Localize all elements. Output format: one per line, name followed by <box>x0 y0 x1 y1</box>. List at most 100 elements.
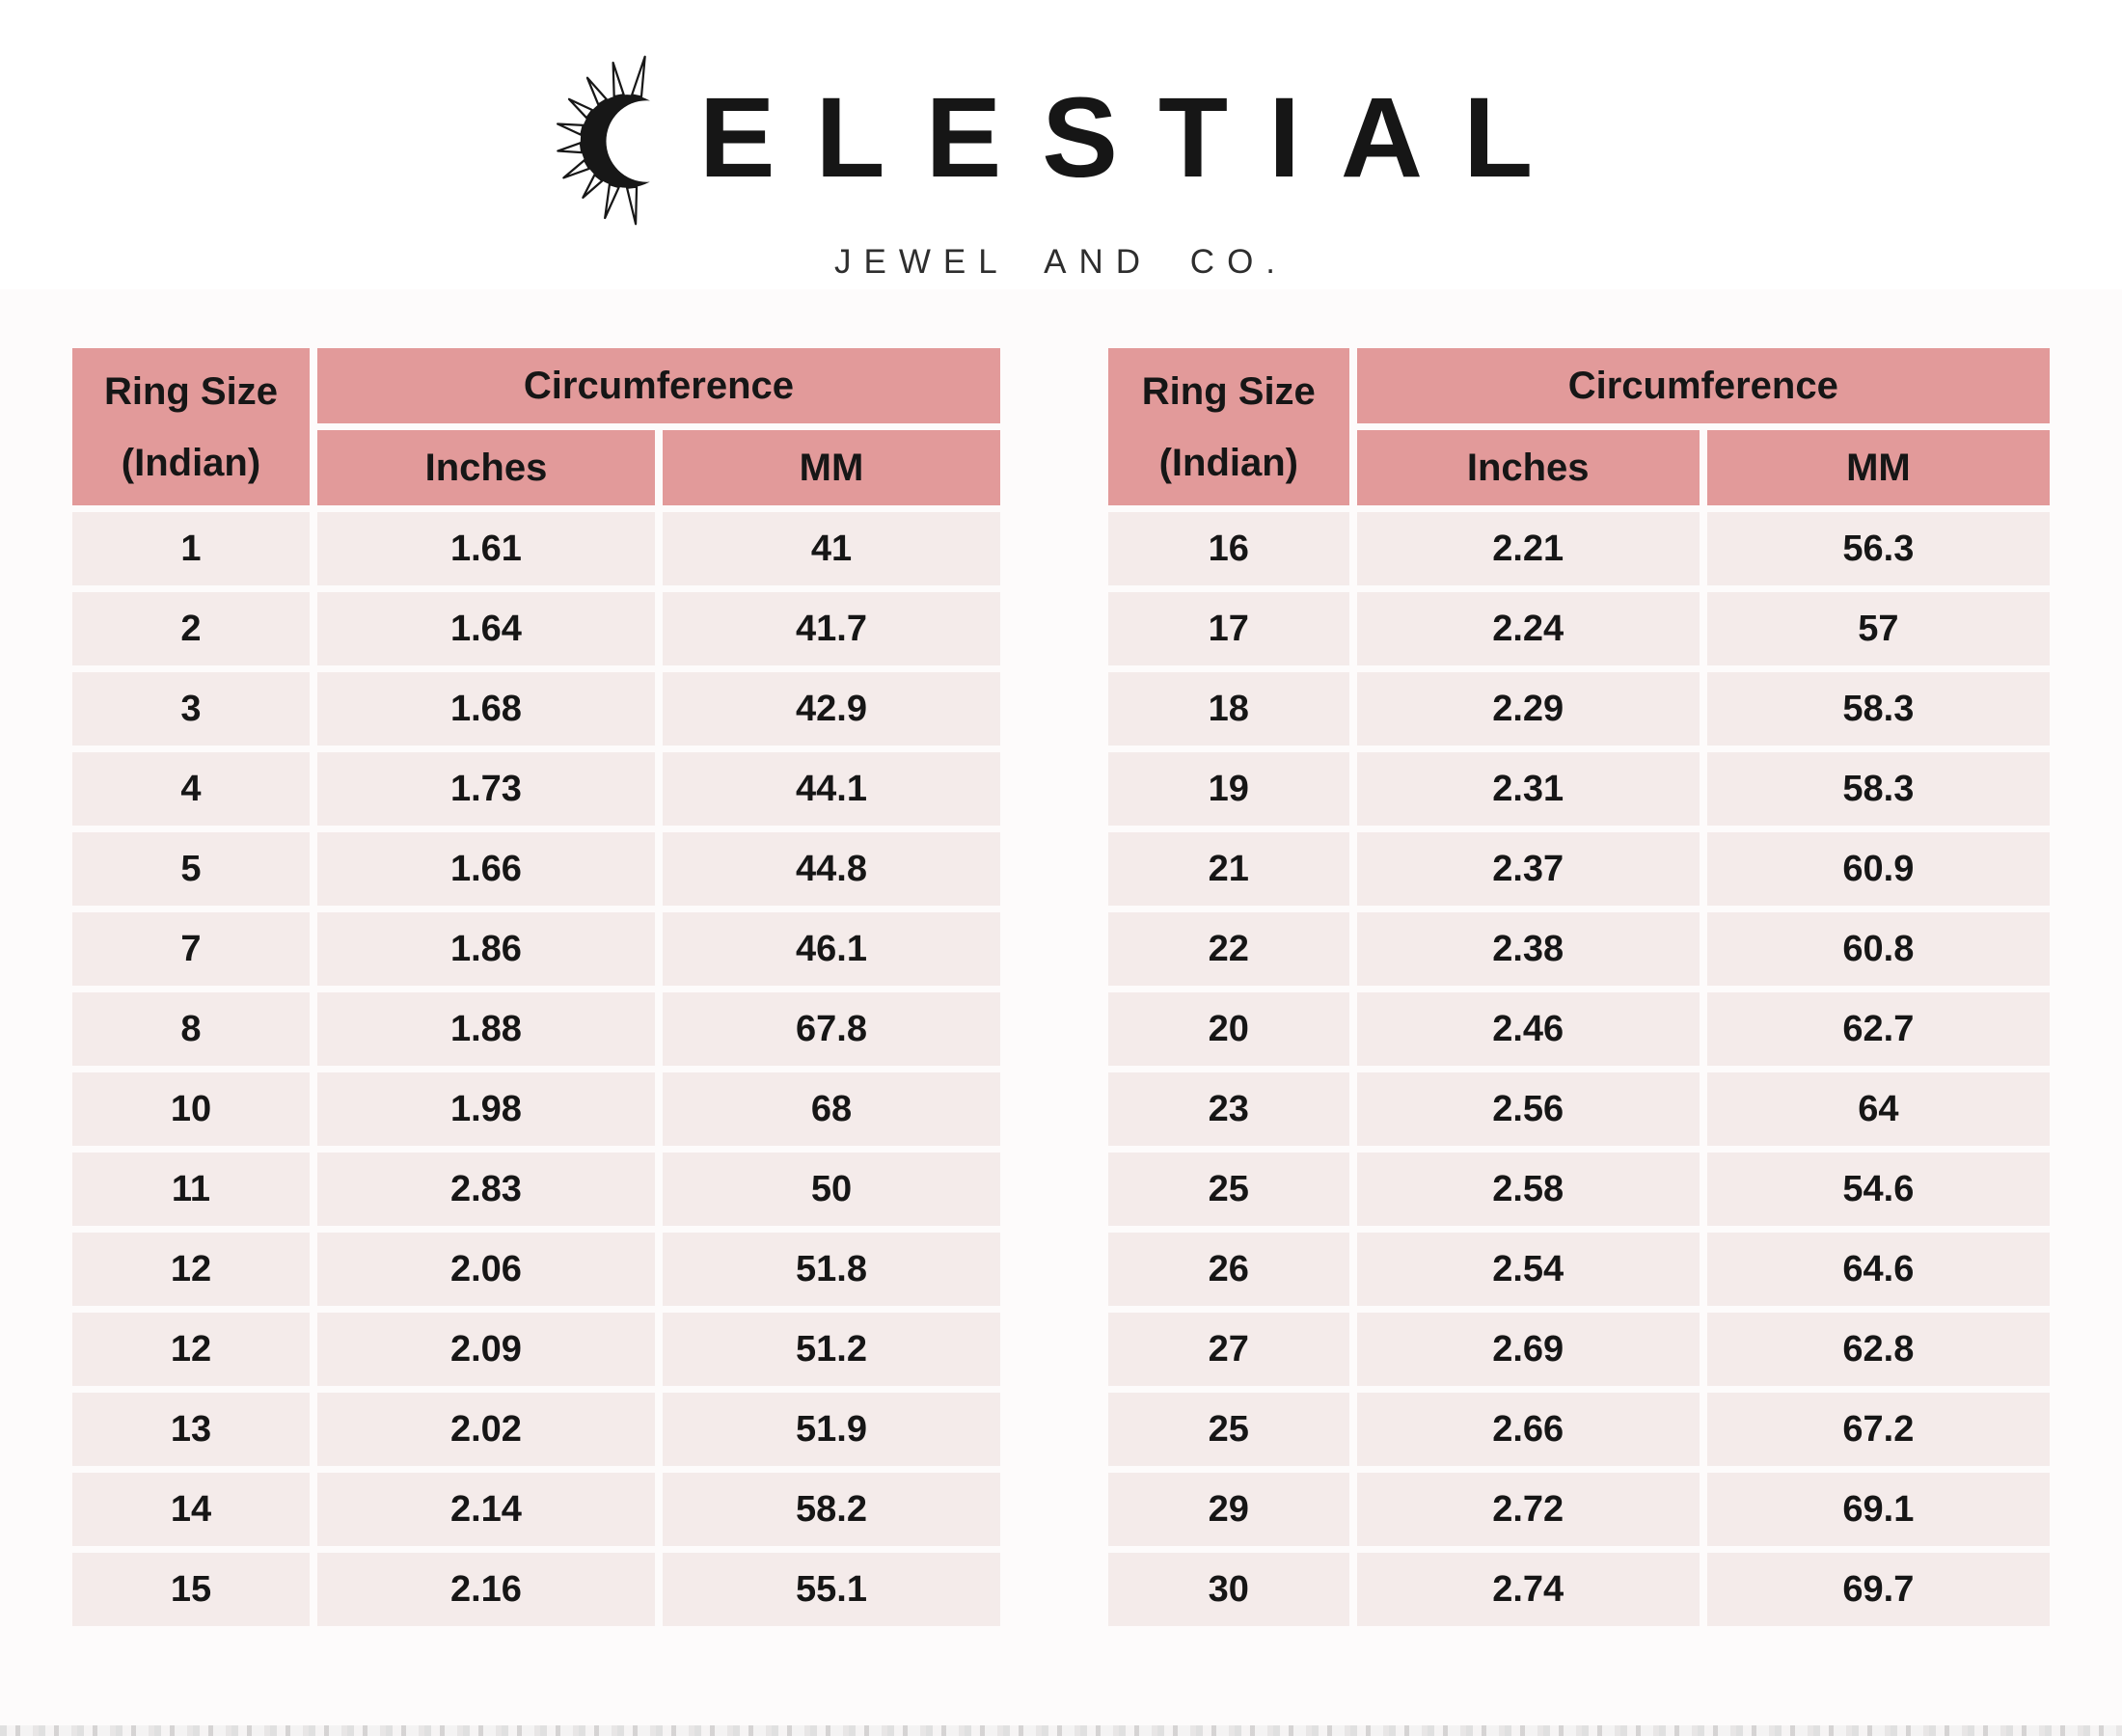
table-cell: 58.2 <box>662 1473 1000 1546</box>
table-row: 21 2.37 60.9 <box>1108 832 2050 906</box>
table-cell: 2.09 <box>316 1313 655 1386</box>
table-cell: 68 <box>662 1072 1000 1146</box>
mm-header: MM <box>662 430 1000 505</box>
table-cell: 2.66 <box>1356 1393 1700 1466</box>
table-cell: 12 <box>72 1233 310 1306</box>
table-cell: 2.83 <box>316 1153 655 1226</box>
table-cell: 55.1 <box>662 1553 1000 1626</box>
table-cell: 8 <box>72 992 310 1066</box>
table-cell: 13 <box>72 1393 310 1466</box>
table-row: 3 1.68 42.9 <box>72 672 1000 746</box>
table-body-left: 1 1.61 41 2 1.64 41.7 3 1.68 42.9 4 1.73 44.1 5 1.66 4… <box>72 512 1000 1626</box>
table-cell: 51.8 <box>662 1233 1000 1306</box>
table-cell: 2.14 <box>316 1473 655 1546</box>
table-cell: 27 <box>1108 1313 1349 1386</box>
bottom-crop-artifact <box>0 1725 2122 1736</box>
table-cell: 2.29 <box>1356 672 1700 746</box>
table-row: 26 2.54 64.6 <box>1108 1233 2050 1306</box>
table-cell: 18 <box>1108 672 1349 746</box>
table-cell: 67.2 <box>1706 1393 2050 1466</box>
table-cell: 17 <box>1108 592 1349 665</box>
table-cell: 2.69 <box>1356 1313 1700 1386</box>
table-cell: 69.1 <box>1706 1473 2050 1546</box>
table-cell: 69.7 <box>1706 1553 2050 1626</box>
table-cell: 20 <box>1108 992 1349 1066</box>
table-cell: 64 <box>1706 1072 2050 1146</box>
table-cell: 2 <box>72 592 310 665</box>
size-tables-container: Ring Size (Indian) Circumference Inches … <box>0 341 2122 1633</box>
table-cell: 1.68 <box>316 672 655 746</box>
table-cell: 2.24 <box>1356 592 1700 665</box>
table-cell: 2.74 <box>1356 1553 1700 1626</box>
table-cell: 25 <box>1108 1393 1349 1466</box>
table-cell: 2.02 <box>316 1393 655 1466</box>
table-cell: 51.2 <box>662 1313 1000 1386</box>
table-cell: 2.37 <box>1356 832 1700 906</box>
table-cell: 1.64 <box>316 592 655 665</box>
table-body-right: 16 2.21 56.3 17 2.24 57 18 2.29 58.3 19 2.31 58.3 21… <box>1108 512 2050 1626</box>
table-row: 5 1.66 44.8 <box>72 832 1000 906</box>
table-cell: 1.86 <box>316 912 655 986</box>
table-cell: 30 <box>1108 1553 1349 1626</box>
table-cell: 42.9 <box>662 672 1000 746</box>
table-row: 29 2.72 69.1 <box>1108 1473 2050 1546</box>
ring-size-table-left: Ring Size (Indian) Circumference Inches … <box>65 341 1008 1633</box>
table-cell: 14 <box>72 1473 310 1546</box>
table-cell: 11 <box>72 1153 310 1226</box>
table-row: 23 2.56 64 <box>1108 1072 2050 1146</box>
table-cell: 1 <box>72 512 310 585</box>
table-cell: 29 <box>1108 1473 1349 1546</box>
table-row: 16 2.21 56.3 <box>1108 512 2050 585</box>
table-row: 13 2.02 51.9 <box>72 1393 1000 1466</box>
table-header-right: Ring Size (Indian) Circumference Inches … <box>1108 348 2050 505</box>
table-row: 1 1.61 41 <box>72 512 1000 585</box>
ring-size-line2: (Indian) <box>121 441 261 484</box>
table-cell: 41 <box>662 512 1000 585</box>
table-cell: 2.54 <box>1356 1233 1700 1306</box>
table-cell: 1.73 <box>316 752 655 826</box>
table-cell: 2.06 <box>316 1233 655 1306</box>
ring-size-header: Ring Size (Indian) <box>1108 348 1349 505</box>
table-cell: 60.9 <box>1706 832 2050 906</box>
table-cell: 51.9 <box>662 1393 1000 1466</box>
table-row: 19 2.31 58.3 <box>1108 752 2050 826</box>
table-header-left: Ring Size (Indian) Circumference Inches … <box>72 348 1000 505</box>
brand-subtitle: JEWEL AND CO. <box>833 243 1289 281</box>
table-row: 25 2.58 54.6 <box>1108 1153 2050 1226</box>
table-cell: 2.31 <box>1356 752 1700 826</box>
table-cell: 2.21 <box>1356 512 1700 585</box>
table-cell: 58.3 <box>1706 672 2050 746</box>
ring-size-line1: Ring Size <box>1141 369 1316 413</box>
table-cell: 7 <box>72 912 310 986</box>
table-cell: 15 <box>72 1553 310 1626</box>
table-cell: 4 <box>72 752 310 826</box>
table-row: 4 1.73 44.1 <box>72 752 1000 826</box>
ring-size-line1: Ring Size <box>103 369 278 413</box>
table-cell: 21 <box>1108 832 1349 906</box>
circumference-header: Circumference <box>1356 348 2050 423</box>
inches-header: Inches <box>1356 430 1700 505</box>
table-row: 17 2.24 57 <box>1108 592 2050 665</box>
table-cell: 60.8 <box>1706 912 2050 986</box>
ring-size-header: Ring Size (Indian) <box>72 348 310 505</box>
table-row: 12 2.06 51.8 <box>72 1233 1000 1306</box>
table-cell: 2.38 <box>1356 912 1700 986</box>
table-cell: 2.56 <box>1356 1072 1700 1146</box>
table-cell: 46.1 <box>662 912 1000 986</box>
table-cell: 12 <box>72 1313 310 1386</box>
table-cell: 1.98 <box>316 1072 655 1146</box>
table-row: 14 2.14 58.2 <box>72 1473 1000 1546</box>
table-cell: 2.72 <box>1356 1473 1700 1546</box>
table-cell: 23 <box>1108 1072 1349 1146</box>
inches-header: Inches <box>316 430 655 505</box>
table-cell: 10 <box>72 1072 310 1146</box>
table-cell: 2.58 <box>1356 1153 1700 1226</box>
table-row: 27 2.69 62.8 <box>1108 1313 2050 1386</box>
table-cell: 2.16 <box>316 1553 655 1626</box>
table-cell: 26 <box>1108 1233 1349 1306</box>
ring-size-table-right: Ring Size (Indian) Circumference Inches … <box>1101 341 2057 1633</box>
table-cell: 41.7 <box>662 592 1000 665</box>
table-cell: 2.46 <box>1356 992 1700 1066</box>
brand-header: ELESTIAL JEWEL AND CO. <box>0 0 2122 282</box>
